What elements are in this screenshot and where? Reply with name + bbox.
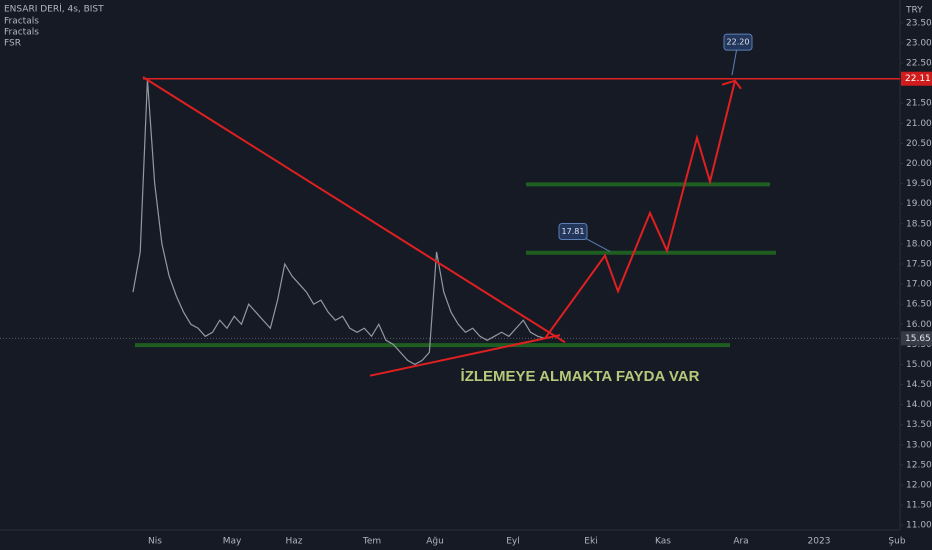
y-tick-label: 20.00 <box>906 159 932 169</box>
x-tick-label: Eyl <box>506 537 520 547</box>
target-box <box>558 223 588 241</box>
projection-path <box>544 80 736 339</box>
last-price-badge-label: 15.65 <box>905 334 931 344</box>
target-label: 22.20 <box>727 38 750 47</box>
target-box <box>723 33 753 51</box>
indicator: Fractals <box>4 17 39 27</box>
y-tick-label: 11.50 <box>906 501 932 511</box>
y-tick-label: 19.00 <box>906 199 932 209</box>
x-tick-label: Kas <box>655 537 671 547</box>
y-tick-label: 18.50 <box>906 219 932 229</box>
last-price-badge <box>901 331 932 346</box>
x-tick-label: Haz <box>285 537 302 547</box>
currency: TRY <box>905 6 923 16</box>
y-tick-label: 17.50 <box>906 259 932 269</box>
uptrend-line <box>369 334 561 377</box>
y-tick-label: 18.00 <box>906 239 932 249</box>
x-tick-label: Eki <box>584 537 597 547</box>
resistance-badge <box>901 71 932 86</box>
indicator: Fractals <box>4 28 39 38</box>
x-tick-label: Ara <box>733 537 748 547</box>
x-tick-label: Tem <box>362 537 381 547</box>
y-tick-label: 17.00 <box>906 280 932 290</box>
x-tick-label: Nis <box>148 537 162 547</box>
y-tick-label: 16.00 <box>906 320 932 330</box>
target-label: 17.81 <box>562 227 585 236</box>
y-tick-label: 14.00 <box>906 400 932 410</box>
y-tick-label: 22.50 <box>906 59 932 69</box>
x-tick-label: Şub <box>888 537 905 547</box>
y-tick-label: 12.00 <box>906 480 932 490</box>
resistance-badge-label: 22.11 <box>905 74 931 84</box>
x-tick-label: Ağu <box>426 537 444 547</box>
y-tick-label: 21.00 <box>906 119 932 129</box>
indicator: FSR <box>4 39 21 49</box>
x-tick-label: May <box>223 537 242 547</box>
price-line <box>132 79 546 366</box>
x-tick-label: 2023 <box>808 537 831 547</box>
annotation: İZLEMEYE ALMAKTA FAYDA VAR <box>461 368 700 385</box>
y-tick-label: 23.00 <box>906 38 932 48</box>
y-tick-label: 14.50 <box>906 380 932 390</box>
y-tick-label: 20.50 <box>906 139 932 149</box>
y-tick-label: 13.00 <box>906 440 932 450</box>
arrow-head <box>721 79 742 90</box>
y-tick-label: 13.50 <box>906 420 932 430</box>
y-tick-label: 12.50 <box>906 460 932 470</box>
downtrend-line <box>142 76 566 344</box>
y-tick-label: 23.50 <box>906 18 932 28</box>
y-tick-label: 16.50 <box>906 300 932 310</box>
y-tick-label: 11.00 <box>906 521 932 531</box>
symbol-title: ENSARI DERİ, 4s, BIST <box>4 4 104 15</box>
y-tick-label: 21.50 <box>906 99 932 109</box>
y-tick-label: 19.50 <box>906 179 932 189</box>
y-tick-label: 15.00 <box>906 360 932 370</box>
